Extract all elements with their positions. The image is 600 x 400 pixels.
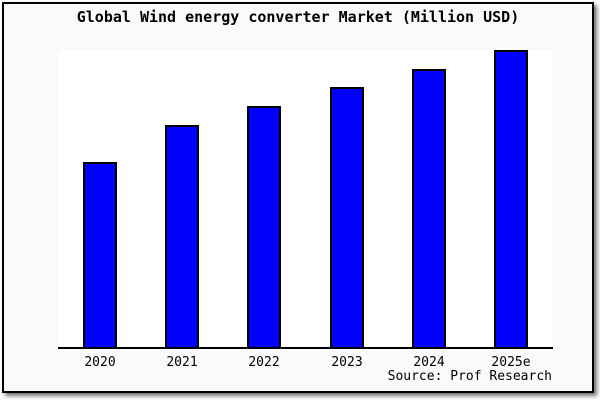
bar-2021 [165, 125, 199, 349]
bar-2023 [330, 87, 364, 349]
bar-2025e [494, 50, 528, 349]
x-axis-line [58, 347, 553, 349]
bar-2022 [247, 106, 281, 349]
x-tick-2023: 2023 [331, 355, 363, 370]
x-tick-2025e: 2025e [491, 355, 531, 370]
chart-figure: Global Wind energy converter Market (Mil… [2, 2, 594, 393]
bar-2024 [412, 69, 446, 349]
plot-area [59, 50, 552, 349]
source-label: Source: Prof Research [387, 369, 552, 384]
x-tick-2024: 2024 [413, 355, 445, 370]
x-tick-2022: 2022 [248, 355, 280, 370]
bar-2020 [83, 162, 117, 349]
x-tick-2021: 2021 [166, 355, 198, 370]
x-tick-2020: 2020 [84, 355, 116, 370]
chart-title: Global Wind energy converter Market (Mil… [76, 8, 520, 26]
